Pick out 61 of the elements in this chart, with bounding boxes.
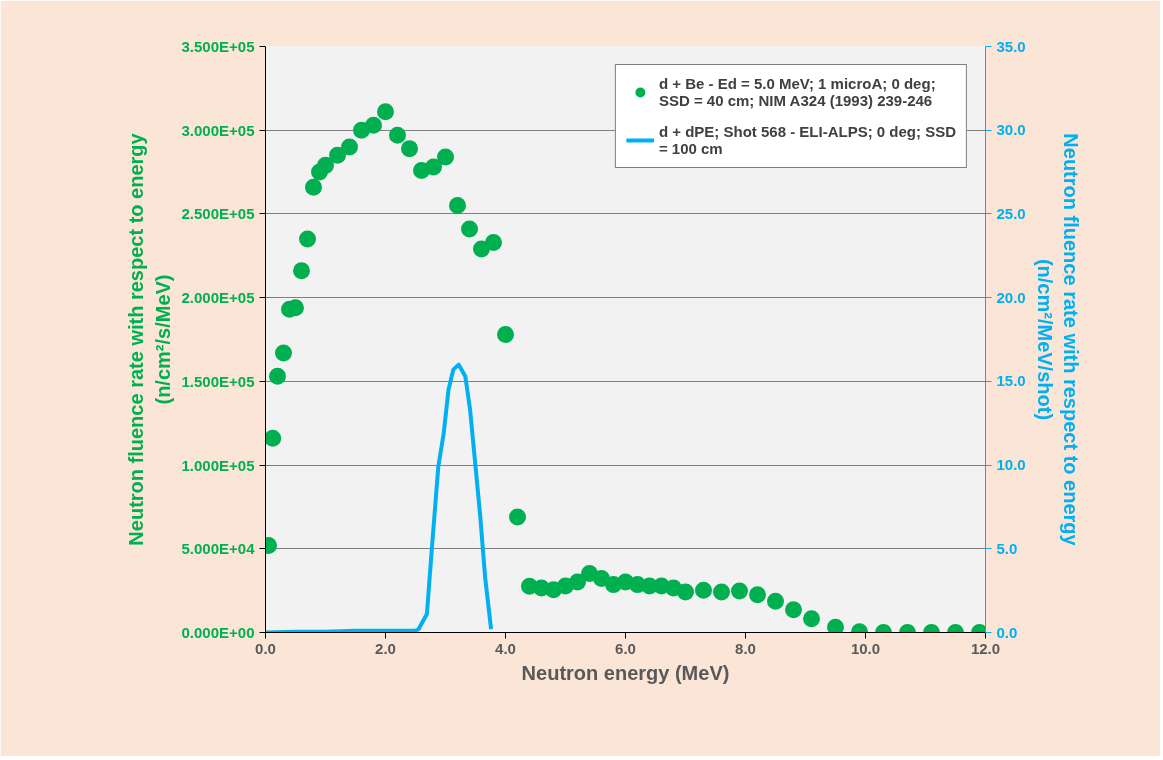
x-tick-label: 6.0 — [615, 639, 636, 657]
point — [329, 146, 346, 164]
point — [677, 583, 694, 601]
y2-tick-label: 20.0 — [996, 288, 1026, 306]
x-axis-title: Neutron energy (MeV) — [521, 661, 730, 684]
point — [803, 610, 820, 628]
point — [437, 148, 454, 166]
x-tick-label: 12.0 — [970, 639, 1001, 657]
y2-tick-label: 25.0 — [996, 204, 1026, 222]
y-tick-label: 1.000E+05 — [181, 456, 255, 474]
x-tick-label: 10.0 — [850, 639, 881, 657]
y-tick-label: 0.000E+00 — [181, 624, 255, 641]
point — [713, 583, 730, 601]
x-tick-label: 0.0 — [255, 639, 276, 657]
point — [827, 618, 844, 633]
point — [731, 582, 748, 600]
point — [317, 156, 334, 174]
y-tick-label: 2.500E+05 — [181, 205, 255, 223]
point — [377, 103, 394, 121]
point — [461, 220, 478, 238]
point — [473, 240, 490, 258]
point — [293, 262, 310, 280]
y2-tick-label: 35.0 — [996, 37, 1026, 55]
y-tick-label: 3.000E+05 — [181, 121, 255, 139]
y-tick-label: 2.000E+05 — [181, 289, 255, 307]
point — [341, 138, 358, 156]
point — [497, 325, 514, 343]
y2-tick-label: 0.0 — [996, 623, 1018, 641]
point — [299, 230, 316, 248]
point — [401, 140, 418, 158]
y-tick-label: 1.500E+05 — [181, 372, 255, 390]
point — [569, 573, 586, 591]
point — [425, 158, 442, 176]
point — [485, 233, 502, 251]
legend-label: d + Be - Ed = 5.0 MeV; 1 microA; 0 deg; SSD = 40 cm; NIM A324 (1993) 239-246 — [658, 75, 936, 109]
point — [593, 570, 610, 588]
point — [695, 581, 712, 599]
y2-tick-label: 15.0 — [996, 372, 1026, 390]
point — [767, 592, 784, 610]
point — [265, 429, 282, 447]
point — [449, 197, 466, 215]
x-tick-label: 8.0 — [735, 639, 756, 657]
y2-tick-label: 10.0 — [996, 456, 1026, 474]
x-tick-label: 4.0 — [495, 639, 516, 657]
y-tick-label: 3.500E+05 — [181, 38, 255, 55]
x-tick-label: 2.0 — [375, 639, 396, 657]
point — [365, 116, 382, 134]
y-axis-title: Neutron fluence rate with respect to energy (n/cm²/s/MeV) — [125, 132, 174, 546]
point — [389, 126, 406, 144]
y-tick-label: 5.000E+04 — [181, 540, 256, 558]
point — [305, 178, 322, 196]
point — [275, 344, 292, 362]
line-series — [265, 362, 494, 633]
y2-tick-label: 30.0 — [996, 121, 1026, 139]
point — [269, 367, 286, 385]
point — [509, 508, 526, 526]
y2-axis-title: Neutron fluence rate with respect to energy (n/cm²/MeV/shot) — [1033, 133, 1083, 547]
point — [785, 601, 802, 619]
y2-tick-label: 5.0 — [996, 539, 1018, 557]
point — [749, 586, 766, 604]
legend-label: d + dPE; Shot 568 - ELI-ALPS; 0 deg; SSD = 100 cm — [658, 123, 956, 157]
